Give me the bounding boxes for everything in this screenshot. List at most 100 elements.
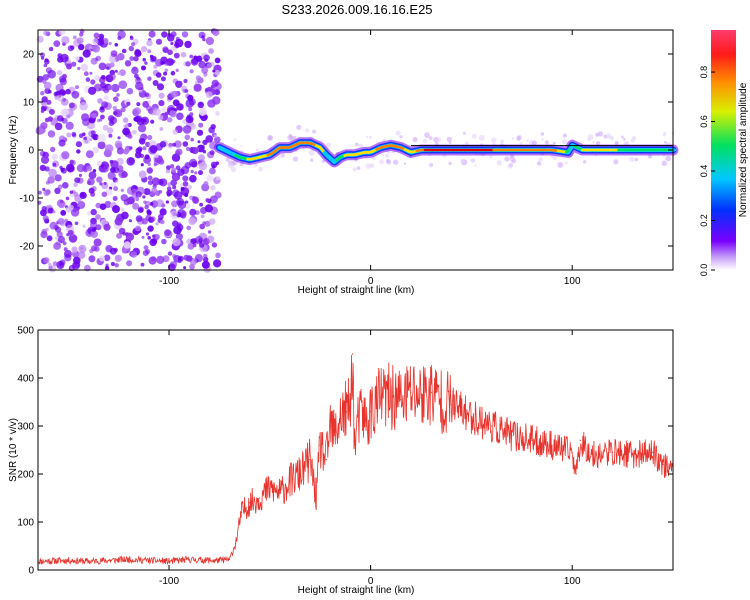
noise-speckle: [156, 83, 165, 91]
noise-speckle: [209, 150, 215, 156]
noise-speckle: [120, 207, 125, 212]
ridge-halo-speckle: [562, 139, 568, 145]
noise-speckle: [136, 102, 141, 107]
noise-speckle: [78, 244, 87, 253]
snr-point: [611, 451, 614, 453]
noise-speckle: [47, 176, 55, 184]
noise-speckle: [109, 62, 115, 68]
noise-speckle: [97, 118, 101, 123]
noise-speckle: [38, 190, 42, 195]
colorbar-gradient: [711, 30, 736, 270]
noise-speckle: [178, 81, 183, 85]
noise-speckle: [125, 123, 130, 128]
x-tick-label: 100: [564, 576, 581, 587]
figure-title: S233.2026.009.16.16.E25: [281, 2, 432, 17]
noise-speckle: [95, 224, 102, 231]
noise-speckle: [210, 161, 218, 168]
noise-speckle: [171, 167, 177, 173]
snr-panel: -100 0 100 0 100 200 300 400 500 Height of strai…: [8, 326, 674, 596]
noise-speckle: [215, 252, 221, 259]
noise-speckle: [125, 232, 135, 241]
noise-speckle: [89, 137, 93, 141]
noise-speckle: [99, 182, 103, 186]
noise-speckle: [145, 232, 150, 236]
snr-point: [218, 559, 220, 562]
ridge-halo-speckle: [366, 135, 369, 138]
noise-speckle: [172, 142, 177, 147]
y-tick-label: 10: [23, 98, 35, 109]
noise-speckle: [170, 41, 174, 46]
noise-speckle: [91, 245, 97, 252]
ridge-halo-speckle: [379, 159, 384, 165]
y-tick-label: 300: [17, 422, 34, 433]
noise-speckle: [114, 217, 123, 226]
noise-speckle: [198, 31, 206, 39]
noise-speckle: [188, 217, 197, 226]
noise-speckle: [176, 198, 185, 206]
noise-speckle: [148, 30, 156, 38]
snr-point: [430, 391, 432, 393]
noise-speckle: [199, 108, 208, 117]
noise-speckle: [66, 63, 72, 70]
noise-speckle: [153, 108, 161, 116]
noise-speckle: [112, 196, 118, 201]
noise-speckle: [135, 225, 141, 232]
noise-speckle: [143, 245, 149, 251]
noise-speckle: [86, 165, 93, 172]
snr-point: [531, 439, 533, 441]
noise-speckle: [117, 30, 126, 39]
snr-point: [315, 497, 317, 499]
noise-speckle: [129, 56, 135, 61]
ridge-halo-speckle: [310, 158, 314, 162]
noise-speckle: [187, 243, 195, 250]
noise-speckle: [161, 60, 166, 65]
noise-speckle: [194, 171, 198, 175]
noise-speckle: [97, 141, 106, 150]
noise-speckle: [185, 99, 195, 108]
noise-speckle: [97, 98, 103, 104]
noise-speckle: [46, 99, 52, 105]
noise-speckle: [156, 255, 165, 264]
noise-speckle: [48, 262, 52, 267]
noise-speckle: [62, 73, 67, 79]
noise-speckle: [166, 165, 171, 171]
noise-speckle: [141, 235, 145, 239]
noise-speckle: [172, 129, 179, 135]
noise-speckle: [62, 241, 67, 246]
snr-point: [357, 420, 360, 422]
noise-speckle: [35, 126, 44, 135]
noise-speckle: [144, 61, 148, 65]
x-tick-label: 100: [564, 276, 581, 287]
noise-speckle: [147, 162, 151, 166]
ridge-halo-speckle: [448, 161, 452, 166]
noise-speckle: [131, 42, 136, 47]
noise-speckle: [120, 107, 126, 113]
snr-point: [249, 502, 251, 504]
noise-speckle: [214, 89, 221, 96]
noise-speckle: [62, 182, 69, 189]
snr-point: [345, 411, 347, 413]
noise-speckle: [175, 68, 179, 72]
noise-speckle: [74, 177, 81, 184]
noise-speckle: [90, 57, 98, 65]
noise-speckle: [59, 259, 66, 266]
noise-speckle: [135, 191, 142, 198]
noise-speckle: [82, 224, 86, 228]
noise-speckle: [202, 221, 206, 225]
ridge-halo-speckle: [531, 140, 537, 146]
noise-speckle: [75, 85, 79, 90]
noise-speckle: [148, 256, 157, 265]
noise-speckle: [200, 214, 205, 219]
noise-speckle: [61, 98, 69, 106]
noise-speckle: [66, 163, 75, 172]
ridge-halo-speckle: [474, 164, 477, 167]
noise-speckle: [146, 39, 153, 47]
ridge-halo-speckle: [565, 161, 568, 165]
noise-speckle: [70, 45, 75, 50]
y-tick-label: 100: [17, 518, 34, 529]
noise-speckle: [155, 72, 162, 78]
noise-speckle: [66, 114, 71, 119]
snr-point: [380, 396, 382, 398]
colorbar-tick-label: 0.4: [699, 165, 709, 178]
